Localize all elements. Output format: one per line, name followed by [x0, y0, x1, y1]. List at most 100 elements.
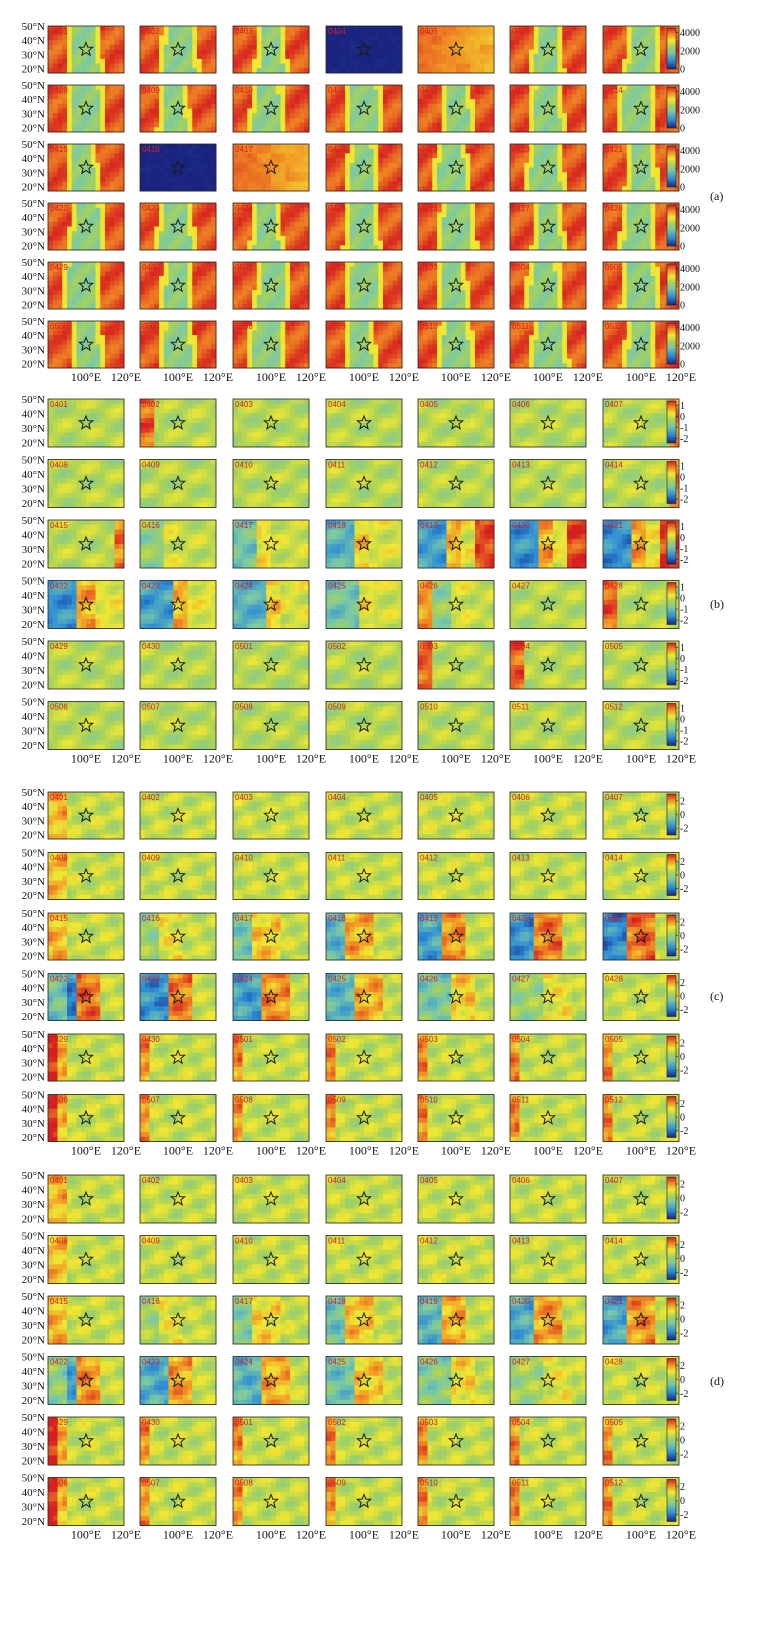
heat-cell: [53, 227, 58, 232]
heat-cell: [558, 104, 563, 109]
heat-cell: [67, 158, 72, 163]
heat-cell: [510, 231, 515, 236]
heat-cell: [262, 227, 267, 232]
heat-cell: [262, 118, 267, 123]
heat-cell: [572, 31, 577, 36]
heat-cell: [510, 241, 515, 246]
heat-cell: [276, 227, 281, 232]
heat-cell: [110, 59, 115, 64]
heat-cell: [627, 227, 632, 232]
heat-cell: [154, 123, 159, 128]
heat-cell: [281, 85, 286, 90]
heat-cell: [276, 99, 281, 104]
heat-cell: [62, 99, 67, 104]
heat-cell: [558, 59, 563, 64]
heat-cell: [164, 271, 169, 276]
heat-cell: [646, 50, 651, 55]
heat-cell: [159, 172, 164, 177]
heat-cell: [567, 212, 572, 217]
heat-cell: [276, 64, 281, 69]
heat-cell: [480, 109, 485, 114]
heat-cell: [77, 94, 82, 99]
heat-cell: [81, 203, 86, 208]
heat-cell: [660, 50, 665, 55]
heat-cell: [461, 26, 466, 31]
heat-cell: [336, 123, 341, 128]
heat-cell: [466, 90, 471, 95]
heat-cell: [197, 300, 202, 305]
heat-cell: [388, 40, 393, 45]
heat-cell: [577, 31, 582, 36]
heat-cell: [558, 94, 563, 99]
heat-cell: [572, 144, 577, 149]
heat-cell: [567, 40, 572, 45]
heat-cell: [660, 31, 665, 36]
heat-cell: [572, 163, 577, 168]
heat-cell: [331, 109, 336, 114]
heat-cell: [336, 94, 341, 99]
heat-cell: [345, 45, 350, 50]
heat-cell: [178, 26, 183, 31]
heat-cell: [238, 35, 243, 40]
heat-cell: [173, 35, 178, 40]
heat-cell: [197, 123, 202, 128]
heat-cell: [81, 212, 86, 217]
heat-cell: [257, 203, 262, 208]
heat-cell: [374, 35, 379, 40]
heat-cell: [350, 113, 355, 118]
heat-cell: [77, 300, 82, 305]
heat-cell: [77, 241, 82, 246]
heat-cell: [188, 113, 193, 118]
heat-cell: [105, 182, 110, 187]
heat-cell: [159, 54, 164, 59]
heat-cell: [350, 64, 355, 69]
heat-cell: [159, 123, 164, 128]
heat-cell: [207, 236, 212, 241]
heat-cell: [359, 59, 364, 64]
heat-cell: [485, 99, 490, 104]
heat-cell: [257, 104, 262, 109]
heat-cell: [562, 144, 567, 149]
heat-cell: [567, 26, 572, 31]
heat-cell: [173, 144, 178, 149]
heat-cell: [369, 149, 374, 154]
heat-cell: [485, 64, 490, 69]
heat-cell: [480, 50, 485, 55]
heat-cell: [202, 118, 207, 123]
heat-cell: [529, 231, 534, 236]
heat-cell: [281, 99, 286, 104]
heat-cell: [529, 113, 534, 118]
heat-cell: [197, 212, 202, 217]
heat-cell: [632, 99, 637, 104]
heat-cell: [86, 271, 91, 276]
heat-cell: [475, 231, 480, 236]
heat-cell: [295, 182, 300, 187]
heat-cell: [529, 109, 534, 114]
heat-cell: [350, 227, 355, 232]
heat-cell: [77, 208, 82, 213]
heat-cell: [115, 85, 120, 90]
lat-label: 50°N: [22, 139, 45, 151]
heat-cell: [77, 59, 82, 64]
heat-cell: [622, 231, 627, 236]
heat-cell: [622, 241, 627, 246]
heat-cell: [67, 222, 72, 227]
heat-cell: [432, 94, 437, 99]
heat-cell: [577, 109, 582, 114]
heat-cell: [331, 217, 336, 222]
heat-cell: [150, 153, 155, 158]
heat-cell: [660, 113, 665, 118]
heat-cell: [432, 54, 437, 59]
heat-cell: [183, 64, 188, 69]
heat-cell: [660, 64, 665, 69]
heat-cell: [192, 295, 197, 300]
heat-cell: [257, 118, 262, 123]
heat-cell: [608, 182, 613, 187]
heat-cell: [197, 109, 202, 114]
heat-cell: [115, 26, 120, 31]
heat-cell: [285, 227, 290, 232]
heat-cell: [451, 90, 456, 95]
heat-cell: [58, 177, 63, 182]
heat-cell: [336, 64, 341, 69]
heat-cell: [423, 172, 428, 177]
